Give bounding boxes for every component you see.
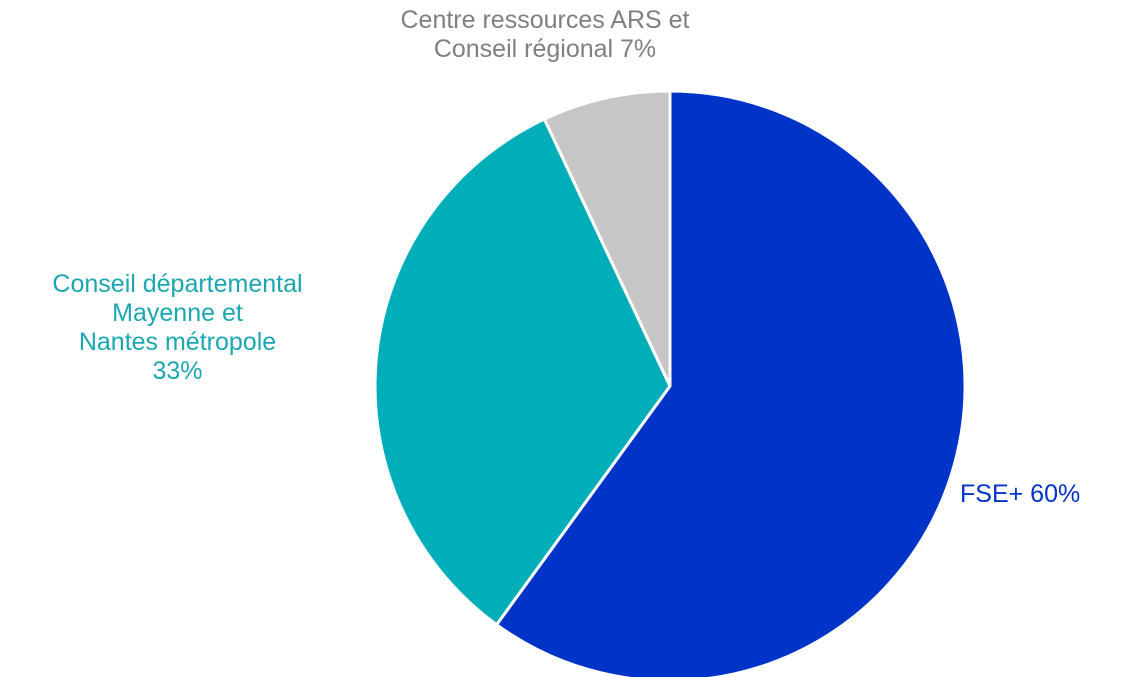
label-line: FSE+ 60% [960,480,1081,508]
label-line: Nantes métropole [78,328,277,356]
label-line: Conseil régional 7% [433,35,657,63]
data-label-centre-ressources: Centre ressources ARS et Conseil régiona… [345,6,745,64]
label-line: Conseil départemental [52,270,303,298]
pie-slice-3 [542,89,672,388]
pie-slice-1 [495,89,967,677]
data-label-conseil-departemental: Conseil départemental Mayenne et Nantes … [5,270,350,386]
label-line: Mayenne et [112,299,243,327]
pie-slice-2 [373,117,672,627]
data-label-fse: FSE+ 60% [960,480,1130,509]
label-line: Centre ressources ARS et [400,6,690,34]
label-line: 33% [152,357,203,385]
